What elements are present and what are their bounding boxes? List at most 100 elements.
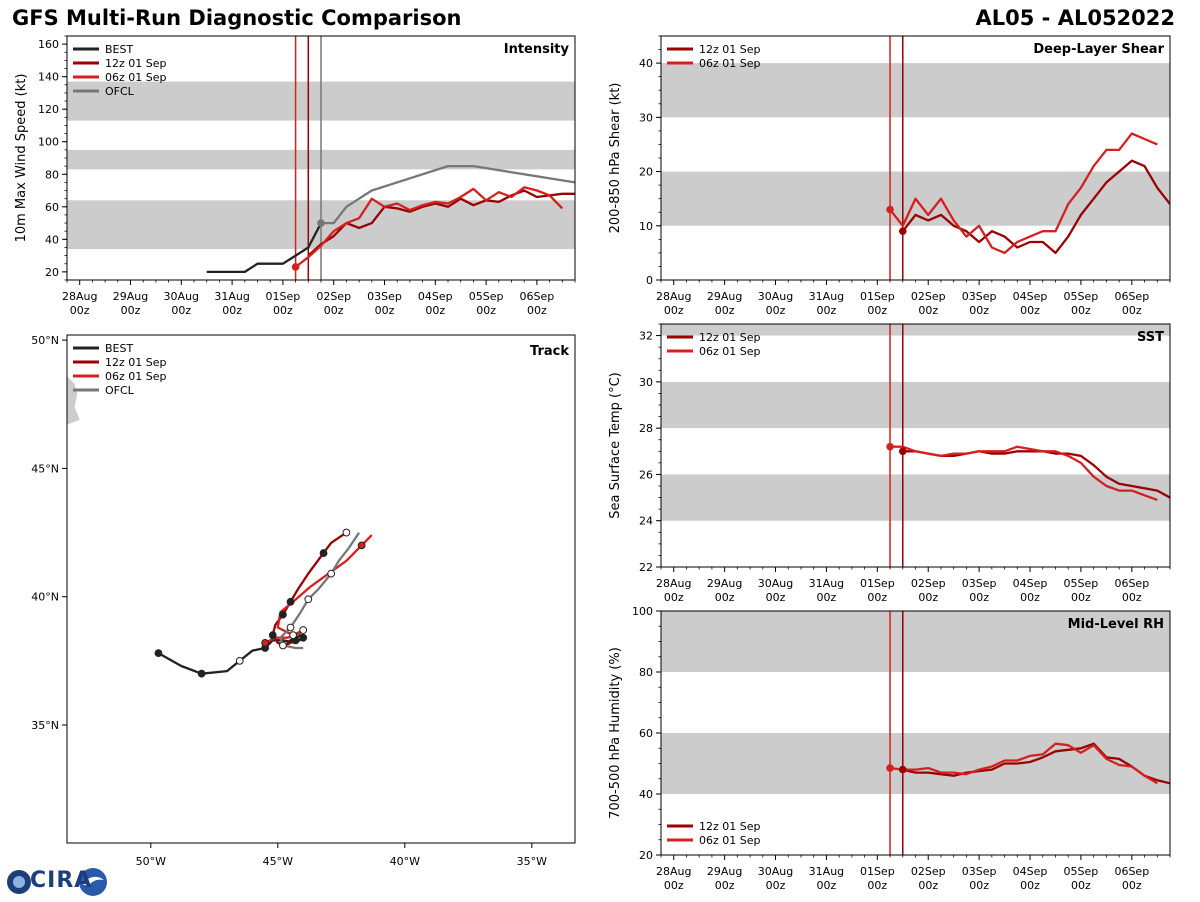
- rh-series-12z-01-sep: [902, 742, 1170, 785]
- intensity-ytick-label-60: 60: [45, 201, 59, 214]
- intensity-ytick-label-80: 80: [45, 168, 59, 181]
- track-ytick-label-2: 45°N: [31, 462, 59, 475]
- shear-xtick-sublabel-8: 00z: [1071, 304, 1091, 317]
- legend-label-ofcl: OFCL: [105, 85, 135, 98]
- shear-marker-12z-01-sep: [898, 227, 907, 235]
- rh-xtick-sublabel-0: 00z: [664, 879, 684, 892]
- track-point-ofcl: [286, 623, 295, 632]
- legend-label-12z-01-sep: 12z 01 Sep: [699, 331, 761, 344]
- shear-panel: 01020304028Aug00z29Aug00z30Aug00z31Aug00…: [608, 35, 1171, 317]
- shear-xtick-label-1: 29Aug: [707, 290, 742, 303]
- rh-marker-12z-01-sep: [898, 765, 907, 774]
- sst-xtick-label-5: 02Sep: [911, 577, 946, 590]
- rh-marker-06z-01-sep: [886, 764, 894, 772]
- rh-xtick-sublabel-5: 00z: [918, 879, 938, 892]
- rh-ytick-label-40: 40: [639, 788, 653, 801]
- shear-xtick-sublabel-2: 00z: [766, 304, 786, 317]
- shear-marker-06z-01-sep: [886, 205, 894, 214]
- rh-ytick-label-60: 60: [639, 727, 653, 740]
- shear-ylabel: 200-850 hPa Shear (kt): [608, 83, 623, 234]
- legend-label-06z-01-sep: 06z 01 Sep: [699, 345, 761, 358]
- rh-band-0: [661, 733, 1170, 794]
- track-title: Track: [530, 344, 569, 359]
- track-xtick-label-1: 45°W: [263, 855, 293, 868]
- rh-ytick-label-80: 80: [639, 666, 653, 679]
- intensity-xtick-label-9: 06Sep: [520, 290, 555, 303]
- shear-band-1: [661, 63, 1170, 118]
- legend-label-best: BEST: [105, 43, 133, 56]
- intensity-xtick-label-1: 29Aug: [113, 290, 148, 303]
- sst-ytick-label-22: 22: [639, 561, 653, 574]
- track-point-06z-01-sep: [357, 541, 366, 550]
- track-ytick-label-3: 50°N: [31, 334, 59, 347]
- sst-title: SST: [1137, 330, 1164, 345]
- intensity-xtick-sublabel-0: 00z: [70, 304, 90, 317]
- rh-frame: [660, 610, 1171, 856]
- shear-series-12z-01-sep: [901, 159, 1170, 255]
- intensity-xtick-label-0: 28Aug: [62, 290, 97, 303]
- rh-xtick-label-4: 01Sep: [860, 865, 895, 878]
- intensity-xtick-label-8: 05Sep: [469, 290, 504, 303]
- intensity-frame: [66, 35, 576, 281]
- sst-xtick-sublabel-4: 00z: [867, 591, 887, 604]
- track-point-ofcl: [304, 595, 313, 604]
- track-point-best: [299, 633, 308, 642]
- sst-xtick-sublabel-9: 00z: [1122, 591, 1142, 604]
- shear-xtick-label-3: 31Aug: [809, 290, 844, 303]
- track-point-12z-01-sep: [279, 610, 287, 619]
- sst-panel: 22242628303228Aug00z29Aug00z30Aug00z31Au…: [608, 323, 1171, 604]
- sst-band-0: [661, 474, 1170, 521]
- intensity-xtick-sublabel-4: 00z: [273, 304, 293, 317]
- sst-ylabel: Sea Surface Temp (°C): [608, 372, 623, 519]
- intensity-ytick-label-120: 120: [38, 103, 59, 116]
- intensity-marker-06z-01-sep: [291, 263, 300, 271]
- sst-band-1: [661, 381, 1170, 429]
- rh-xtick-sublabel-7: 00z: [1020, 879, 1040, 892]
- legend-label-06z-01-sep: 06z 01 Sep: [699, 57, 761, 70]
- intensity-xtick-label-3: 31Aug: [214, 290, 249, 303]
- shear-xtick-sublabel-9: 00z: [1122, 304, 1142, 317]
- shear-ytick-label-0: 0: [646, 274, 653, 287]
- rh-xtick-label-6: 03Sep: [962, 865, 997, 878]
- sst-ytick-label-24: 24: [639, 515, 653, 528]
- track-point-best: [235, 656, 244, 665]
- shear-xtick-label-5: 02Sep: [911, 290, 946, 303]
- sst-xtick-label-7: 04Sep: [1013, 577, 1048, 590]
- sst-ytick-label-32: 32: [639, 330, 653, 343]
- main-title: GFS Multi-Run Diagnostic Comparison: [12, 6, 462, 30]
- shear-ytick-label-30: 30: [639, 111, 653, 124]
- logo-text: CIRA: [30, 868, 93, 893]
- track-xtick-label-2: 40°W: [390, 855, 420, 868]
- legend-label-06z-01-sep: 06z 01 Sep: [105, 370, 167, 383]
- rh-xtick-label-1: 29Aug: [707, 865, 742, 878]
- intensity-xtick-sublabel-2: 00z: [171, 304, 191, 317]
- shear-xtick-sublabel-1: 00z: [715, 304, 735, 317]
- rh-xtick-sublabel-3: 00z: [817, 879, 837, 892]
- intensity-xtick-label-2: 30Aug: [164, 290, 199, 303]
- intensity-ytick-label-160: 160: [38, 38, 59, 51]
- track-point-best: [154, 649, 163, 658]
- intensity-xtick-sublabel-1: 00z: [121, 304, 141, 317]
- shear-xtick-label-2: 30Aug: [758, 290, 793, 303]
- intensity-series-12z-01-sep: [307, 189, 575, 257]
- shear-xtick-label-9: 06Sep: [1114, 290, 1149, 303]
- shear-ytick-label-20: 20: [639, 166, 653, 179]
- sst-xtick-sublabel-1: 00z: [715, 591, 735, 604]
- rh-xtick-label-9: 06Sep: [1114, 865, 1149, 878]
- track-point-ofcl: [327, 569, 336, 578]
- rh-title: Mid-Level RH: [1068, 617, 1164, 632]
- sst-marker-06z-01-sep: [886, 442, 894, 451]
- intensity-xtick-label-6: 03Sep: [367, 290, 402, 303]
- rh-xtick-sublabel-6: 00z: [969, 879, 989, 892]
- shear-xtick-sublabel-6: 00z: [969, 304, 989, 317]
- intensity-xtick-sublabel-5: 00z: [324, 304, 344, 317]
- legend-label-12z-01-sep: 12z 01 Sep: [699, 820, 761, 833]
- rh-xtick-sublabel-9: 00z: [1122, 879, 1142, 892]
- legend-label-06z-01-sep: 06z 01 Sep: [699, 834, 761, 847]
- shear-series-06z-01-sep: [889, 132, 1158, 255]
- sst-xtick-label-4: 01Sep: [860, 577, 895, 590]
- rh-xtick-label-8: 05Sep: [1064, 865, 1099, 878]
- shear-frame: [660, 35, 1171, 281]
- rh-ytick-label-100: 100: [632, 605, 653, 618]
